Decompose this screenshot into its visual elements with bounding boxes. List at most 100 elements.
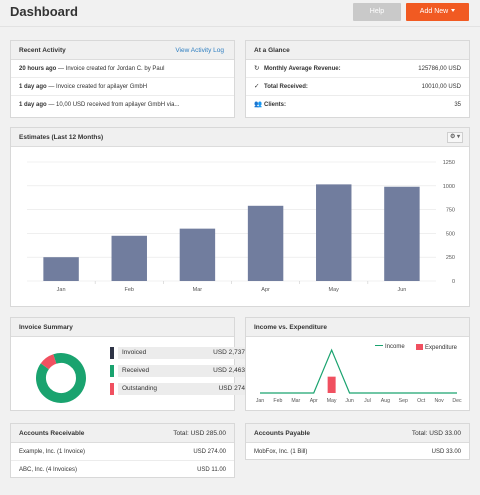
- panel-title: Recent Activity: [19, 47, 66, 54]
- glance-item: 👥 Clients: 35: [246, 96, 469, 114]
- legend-expenditure-label: Expenditure: [425, 345, 458, 351]
- activity-text: — Invoice created for Jordan C. by Paul: [56, 66, 165, 72]
- x-tick-label: Jun: [345, 398, 353, 404]
- bar-feb: [111, 235, 147, 281]
- receivable-row[interactable]: ABC, Inc. (4 Invoices) USD 11.00: [11, 461, 234, 479]
- x-tick-label: Oct: [417, 398, 426, 404]
- payable-list: MobFox, Inc. (1 Bill) USD 33.00: [246, 443, 469, 461]
- x-tick-label: May: [329, 287, 340, 293]
- activity-item[interactable]: 20 hours ago — Invoice created for Jorda…: [11, 60, 234, 78]
- panel-title: Income vs. Expenditure: [254, 324, 327, 331]
- gear-menu-button[interactable]: ⚙ ▾: [447, 132, 463, 143]
- legend-box: Outstanding USD 274.00: [118, 383, 258, 395]
- legend-amount: USD 2,463.90: [213, 367, 254, 374]
- legend-color-bar: [110, 365, 114, 377]
- activity-item[interactable]: 1 day ago — 10,00 USD received from apil…: [11, 96, 234, 114]
- legend-color-bar: [110, 347, 114, 359]
- panel-header: Accounts Receivable Total: USD 285.00: [11, 424, 234, 443]
- bar-apr: [247, 205, 284, 281]
- legend-label: Invoiced: [122, 349, 147, 356]
- receivable-value: USD 274.00: [193, 449, 226, 455]
- estimates-chart: 0 250 500 750 1000 1250 Jan Feb Mar Apr May Jun: [27, 160, 455, 293]
- receivable-value: USD 11.00: [197, 467, 226, 473]
- donut-slice-received: [36, 353, 86, 403]
- donut-slice-outstanding: [40, 354, 57, 370]
- panel-title: Accounts Payable: [254, 430, 310, 437]
- legend-income: Income: [375, 344, 405, 350]
- recent-activity-panel: Recent Activity View Activity Log 20 hou…: [10, 40, 235, 118]
- x-tick-label: Feb: [273, 398, 282, 404]
- activity-time: 20 hours ago: [19, 66, 57, 72]
- y-tick-label: 250: [446, 255, 455, 261]
- x-tick-label: Apr: [310, 398, 318, 404]
- refresh-icon: ↻: [254, 65, 260, 72]
- glance-value: 125786,00 USD: [418, 66, 461, 72]
- glance-item: ↻ Monthly Average Revenue: 125786,00 USD: [246, 60, 469, 78]
- y-tick-label: 0: [452, 279, 455, 285]
- activity-list: 20 hours ago — Invoice created for Jorda…: [11, 60, 234, 114]
- page-title: Dashboard: [10, 4, 78, 19]
- glance-value: 35: [454, 102, 461, 108]
- legend-amount: USD 2,737.90: [213, 349, 254, 356]
- invoice-legend-item: Outstanding USD 274.00: [110, 383, 258, 395]
- legend-box: Invoiced USD 2,737.90: [118, 347, 258, 359]
- receivable-label: Example, Inc. (1 Invoice): [19, 449, 86, 455]
- glance-item: ✓ Total Received: 10010,00 USD: [246, 78, 469, 96]
- panel-header: Income vs. Expenditure: [246, 318, 469, 337]
- help-button[interactable]: Help: [353, 3, 401, 21]
- x-tick-label: Mar: [193, 287, 203, 293]
- activity-item[interactable]: 1 day ago — Invoice created for apilayer…: [11, 78, 234, 96]
- invoice-donut-chart: [36, 353, 86, 403]
- bar-may: [316, 184, 352, 281]
- x-tick-label: Jan: [256, 398, 264, 404]
- check-icon: ✓: [254, 83, 260, 90]
- accounts-receivable-panel: Accounts Receivable Total: USD 285.00 Ex…: [10, 423, 235, 478]
- x-tick-label: Dec: [452, 398, 462, 404]
- glance-label: Total Received:: [264, 84, 308, 90]
- legend-color-bar: [110, 383, 114, 395]
- x-tick-label: Nov: [434, 398, 444, 404]
- x-tick-label: Apr: [261, 287, 270, 293]
- receivable-list: Example, Inc. (1 Invoice) USD 274.00 ABC, …: [11, 443, 234, 479]
- panel-title: Invoice Summary: [19, 324, 73, 331]
- legend-label: Received: [122, 367, 150, 374]
- expenditure-bar: [327, 376, 336, 393]
- receivable-row[interactable]: Example, Inc. (1 Invoice) USD 274.00: [11, 443, 234, 461]
- invoice-legend-item: Invoiced USD 2,737.90: [110, 347, 258, 359]
- income-line: [260, 348, 457, 394]
- legend-box: Received USD 2,463.90: [118, 365, 258, 377]
- x-tick-label: Mar: [291, 398, 300, 404]
- panel-title: At a Glance: [254, 47, 290, 54]
- payable-row[interactable]: MobFox, Inc. (1 Bill) USD 33.00: [246, 443, 469, 461]
- gear-icon: ⚙ ▾: [449, 134, 461, 140]
- panel-title: Accounts Receivable: [19, 430, 85, 437]
- activity-time: 1 day ago: [19, 84, 47, 90]
- y-tick-label: 1000: [443, 184, 455, 190]
- panel-header: Estimates (Last 12 Months) ⚙ ▾: [11, 128, 469, 147]
- income-expenditure-panel: Income vs. Expenditure Income Expenditur…: [245, 317, 470, 411]
- y-tick-label: 750: [446, 208, 455, 214]
- bar-mar: [179, 228, 216, 281]
- x-tick-label: May: [327, 398, 337, 404]
- payable-total: Total: USD 33.00: [411, 430, 461, 437]
- x-tick-label: Jan: [57, 287, 66, 293]
- panel-title: Estimates (Last 12 Months): [19, 134, 104, 141]
- add-new-button[interactable]: Add New: [406, 3, 469, 21]
- x-tick-label: Aug: [381, 398, 390, 404]
- x-tick-label: Sep: [399, 398, 408, 404]
- x-tick-label: Jul: [364, 398, 371, 404]
- x-tick-label: Feb: [125, 287, 134, 293]
- legend-income-label: Income: [385, 344, 405, 350]
- estimates-panel: Estimates (Last 12 Months) ⚙ ▾ 0 250 500 75…: [10, 127, 470, 307]
- view-activity-log-link[interactable]: View Activity Log: [175, 47, 224, 54]
- income-swatch: [375, 344, 383, 346]
- glance-value: 10010,00 USD: [421, 84, 461, 90]
- panel-header: Accounts Payable Total: USD 33.00: [246, 424, 469, 443]
- x-tick-label: Jun: [397, 287, 406, 293]
- panel-header: At a Glance: [246, 41, 469, 60]
- glance-label: Clients:: [264, 102, 287, 108]
- legend-expenditure: Expenditure: [416, 344, 457, 351]
- users-icon: 👥: [254, 101, 263, 108]
- y-tick-label: 500: [446, 231, 455, 237]
- top-bar: Dashboard Help Add New: [0, 0, 480, 27]
